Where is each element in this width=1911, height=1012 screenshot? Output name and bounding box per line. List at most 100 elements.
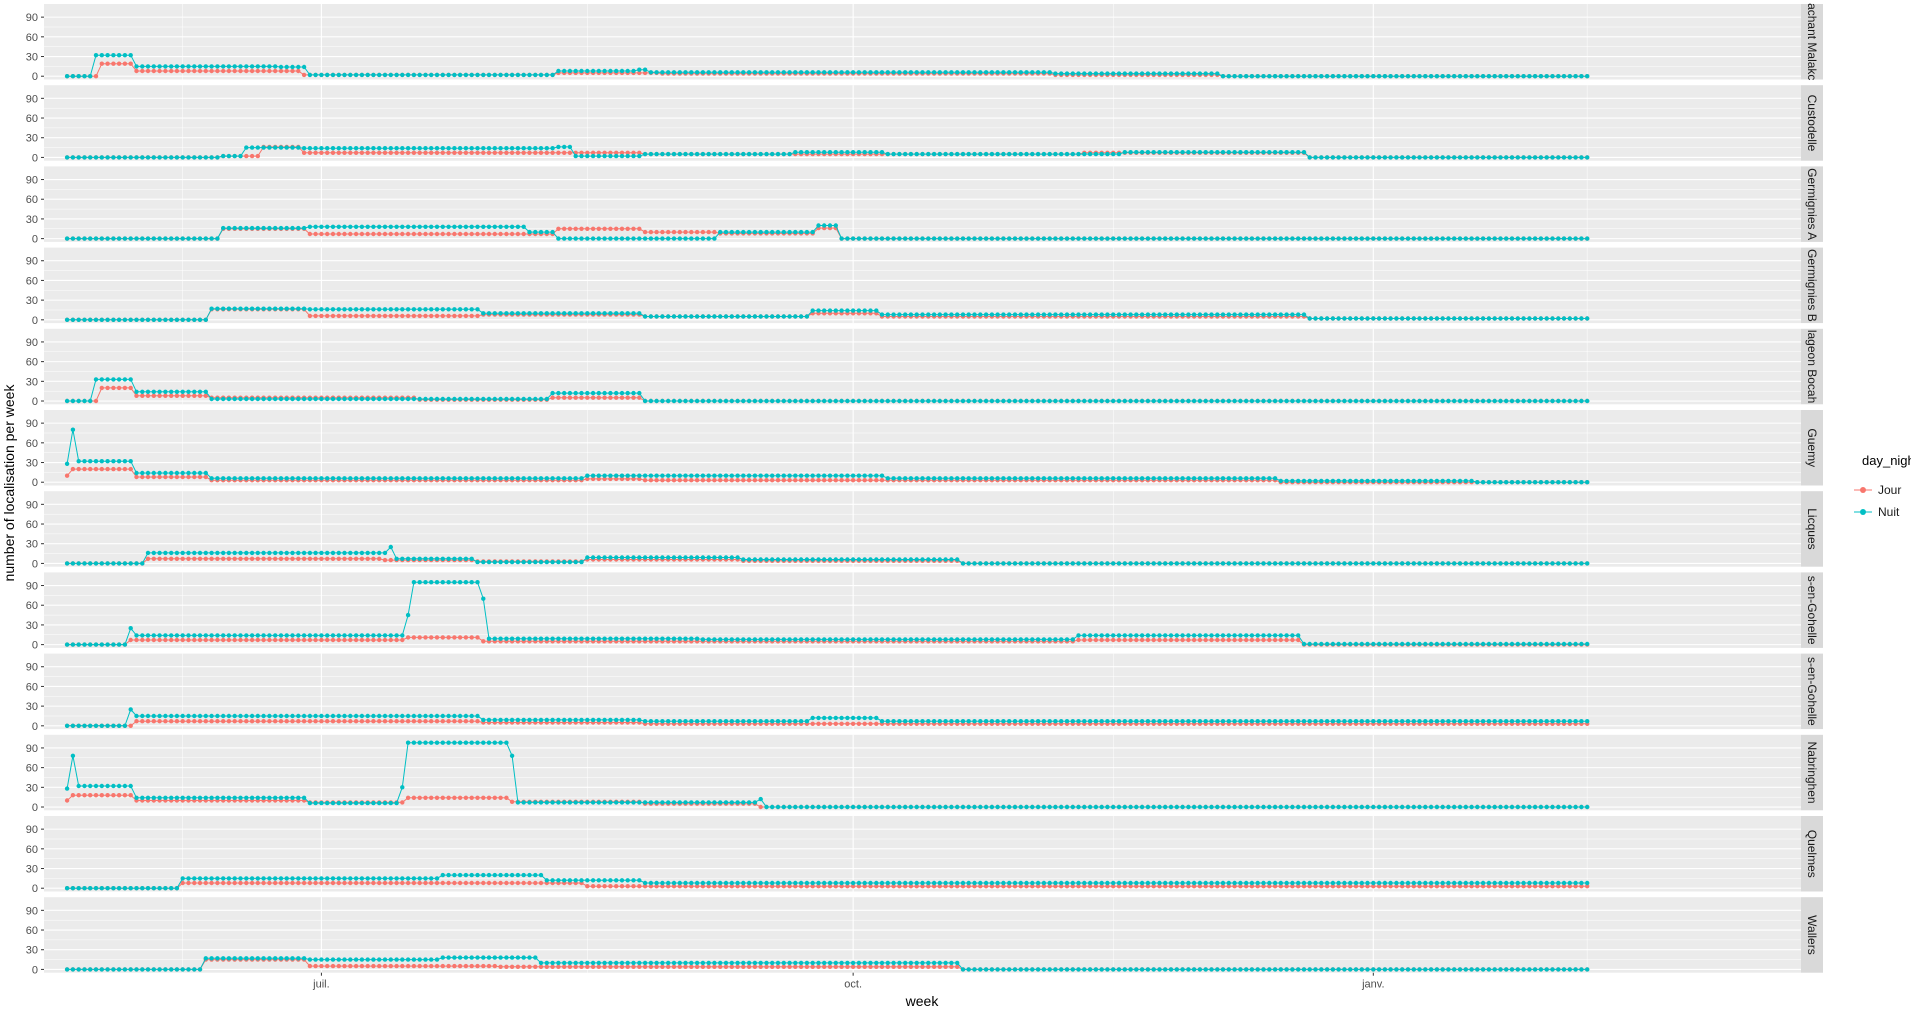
panel-background	[44, 328, 1801, 405]
data-point-nuit	[1053, 312, 1058, 317]
data-point-nuit	[1504, 236, 1509, 241]
data-point-jour	[348, 719, 353, 724]
data-point-jour	[157, 393, 162, 398]
data-point-nuit	[498, 559, 503, 565]
data-point-nuit	[411, 307, 417, 312]
data-point-nuit	[562, 68, 567, 74]
data-point-nuit	[1301, 74, 1307, 79]
data-point-nuit	[937, 476, 942, 481]
data-point-nuit	[983, 151, 989, 157]
data-point-nuit	[238, 550, 243, 556]
data-point-nuit	[706, 398, 711, 404]
data-point-jour	[1290, 637, 1295, 643]
data-point-nuit	[1215, 476, 1220, 481]
data-point-nuit	[504, 396, 509, 402]
data-point-nuit	[654, 236, 659, 241]
data-point-nuit	[1440, 316, 1445, 321]
data-point-jour	[296, 637, 301, 643]
data-point-nuit	[920, 151, 925, 157]
data-point-nuit	[804, 637, 810, 642]
data-point-nuit	[1064, 312, 1070, 317]
data-point-nuit	[1087, 71, 1093, 76]
data-point-nuit	[556, 236, 561, 241]
data-point-jour	[457, 719, 463, 724]
data-point-nuit	[1059, 236, 1064, 241]
data-point-nuit	[619, 636, 625, 641]
data-point-nuit	[770, 151, 775, 157]
data-point-nuit	[1428, 561, 1434, 566]
data-point-nuit	[359, 550, 365, 556]
data-point-jour	[140, 637, 145, 643]
data-point-nuit	[1030, 236, 1035, 241]
data-point-nuit	[1324, 236, 1330, 241]
data-point-nuit	[1215, 71, 1220, 76]
data-point-nuit	[654, 636, 659, 641]
data-point-nuit	[1353, 719, 1359, 724]
data-point-nuit	[284, 145, 289, 150]
data-point-nuit	[544, 229, 549, 235]
y-tick-label: 0	[32, 477, 38, 489]
data-point-nuit	[515, 146, 521, 151]
data-point-nuit	[787, 557, 792, 562]
data-point-nuit	[1434, 236, 1440, 241]
data-point-nuit	[169, 236, 174, 241]
data-point-nuit	[1579, 236, 1584, 241]
y-tick-label: 90	[26, 93, 38, 105]
data-point-nuit	[642, 636, 648, 641]
data-point-nuit	[1561, 561, 1567, 566]
data-point-jour	[278, 556, 284, 561]
data-point-nuit	[1348, 155, 1353, 160]
data-point-nuit	[579, 476, 584, 481]
data-point-nuit	[1486, 236, 1492, 241]
data-point-nuit	[770, 314, 775, 319]
data-point-nuit	[116, 155, 122, 160]
data-point-jour	[457, 313, 463, 319]
data-point-nuit	[972, 719, 977, 724]
data-point-nuit	[798, 70, 804, 75]
data-point-nuit	[654, 70, 659, 75]
data-point-nuit	[515, 559, 521, 565]
data-point-nuit	[313, 146, 318, 151]
data-point-nuit	[868, 150, 873, 155]
data-point-nuit	[1220, 312, 1226, 317]
data-point-nuit	[319, 550, 324, 556]
data-point-nuit	[544, 396, 549, 402]
data-point-nuit	[1394, 641, 1399, 647]
data-point-nuit	[423, 580, 428, 585]
data-point-nuit	[718, 473, 723, 478]
data-point-nuit	[538, 146, 544, 151]
data-point-jour	[313, 313, 318, 319]
data-point-jour	[446, 313, 451, 319]
data-point-nuit	[1272, 476, 1278, 481]
data-point-nuit	[1168, 312, 1174, 317]
data-point-jour	[469, 313, 474, 319]
data-point-jour	[452, 719, 457, 724]
data-point-nuit	[1041, 70, 1047, 75]
data-point-jour	[330, 231, 336, 237]
data-point-nuit	[862, 637, 867, 642]
data-point-nuit	[301, 396, 307, 402]
data-point-jour	[169, 393, 174, 398]
data-point-nuit	[1342, 155, 1347, 160]
data-point-nuit	[140, 317, 145, 322]
data-point-nuit	[1342, 561, 1347, 566]
data-point-nuit	[70, 236, 76, 241]
data-point-nuit	[249, 713, 255, 719]
data-point-jour	[255, 719, 260, 724]
data-point-jour	[249, 153, 255, 159]
data-point-nuit	[244, 64, 249, 69]
data-point-jour	[683, 229, 688, 235]
data-point-nuit	[163, 236, 168, 241]
data-point-nuit	[816, 150, 821, 155]
data-point-jour	[481, 639, 486, 644]
data-point-jour	[481, 231, 486, 237]
data-point-nuit	[238, 476, 243, 481]
data-point-nuit	[648, 555, 654, 560]
data-point-jour	[405, 719, 411, 724]
data-point-nuit	[197, 713, 203, 719]
data-point-nuit	[1001, 312, 1006, 317]
data-point-jour	[307, 313, 313, 319]
data-point-jour	[631, 476, 636, 482]
data-point-jour	[585, 395, 590, 400]
data-point-jour	[307, 150, 313, 155]
